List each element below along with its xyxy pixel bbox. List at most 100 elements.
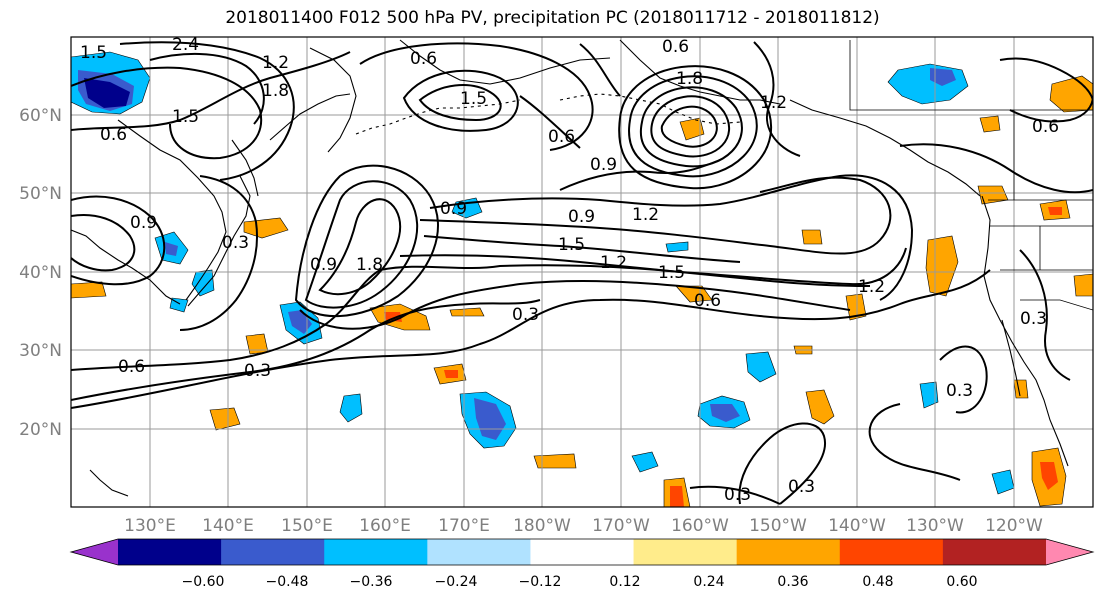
contour-label: 1.2 xyxy=(760,93,787,113)
lon-label: 160°E xyxy=(359,516,411,536)
pv-contour-0.3 xyxy=(738,422,827,505)
pv-contour-1.5 xyxy=(418,84,502,122)
precip-positive-area xyxy=(209,407,241,431)
pv-contour-2.4 xyxy=(149,52,265,125)
alaska-coast xyxy=(399,39,611,85)
pv-contour-0.3 xyxy=(179,175,258,331)
japan-coast xyxy=(187,175,251,307)
contour-label: 1.2 xyxy=(858,277,885,297)
lat-label: 30°N xyxy=(19,341,62,361)
contour-label: 0.3 xyxy=(512,305,539,325)
precip-positive-area xyxy=(679,117,705,141)
contour-label: 1.5 xyxy=(80,43,107,63)
contour-label: 0.6 xyxy=(118,357,145,377)
baja-coast xyxy=(1001,319,1021,397)
precip-negative-area xyxy=(665,241,689,253)
kamchatka-coast xyxy=(269,93,351,141)
pv-contour-1.5 xyxy=(71,66,263,160)
kamchatka-coast xyxy=(309,47,357,153)
contour-label: 1.2 xyxy=(262,53,289,73)
precip-positive-area xyxy=(801,229,823,245)
colorbar: −0.60 −0.48 −0.36 −0.24 −0.12 0.12 0.24 … xyxy=(69,538,1095,590)
precip-shading xyxy=(71,51,1093,507)
contour-label: 0.6 xyxy=(548,127,575,147)
pv-contour-0.3 xyxy=(939,345,988,414)
lon-label: 170°W xyxy=(592,516,650,536)
contour-label: 0.9 xyxy=(130,213,157,233)
figure-title: 2018011400 F012 500 hPa PV, precipitatio… xyxy=(225,8,880,28)
pv-contour-0.9 xyxy=(429,174,914,301)
sakhalin-coast xyxy=(231,139,259,197)
precip-positive-area xyxy=(675,285,713,303)
graticule xyxy=(71,37,1093,507)
colorbar-label: −0.24 xyxy=(435,574,478,590)
precip-positive-area xyxy=(1040,462,1058,490)
philippine-coast xyxy=(89,469,129,497)
alaska-coast xyxy=(619,39,781,105)
precip-negative-area xyxy=(165,242,178,256)
lon-label: 130°E xyxy=(124,516,176,536)
lat-label: 50°N xyxy=(19,184,62,204)
pv-contour-0.6 xyxy=(1009,95,1093,123)
pv-contour-1.5 xyxy=(423,235,741,263)
lon-label: 150°E xyxy=(281,516,333,536)
contour-label: 0.9 xyxy=(440,199,467,219)
pv-contour-1.2 xyxy=(639,86,743,168)
precip-positive-area xyxy=(243,217,289,239)
pv-contour-0.6 xyxy=(71,247,907,371)
contour-labels: 1.5 2.4 0.6 1.2 0.6 1.8 1.5 0.6 1.8 1.5 … xyxy=(80,35,1059,505)
latitude-labels: 60°N 50°N 40°N 30°N 20°N xyxy=(19,106,62,440)
precip-positive-area xyxy=(979,115,1001,133)
pv-contour-1.8 xyxy=(119,41,295,181)
na-coast xyxy=(981,195,1069,467)
pv-contour-0.3 xyxy=(1019,249,1071,381)
precip-positive-area xyxy=(1013,379,1029,399)
lon-label: 180°W xyxy=(513,516,571,536)
lon-label: 150°W xyxy=(749,516,807,536)
pv-contour-0.3 xyxy=(689,485,781,505)
longitude-labels: 130°E 140°E 150°E 160°E 170°E 180°W 170°… xyxy=(124,516,1043,536)
pv-contour-0.6 xyxy=(899,143,1093,194)
lon-label: 140°E xyxy=(202,516,254,536)
pv-contour-0.9 xyxy=(628,75,758,178)
contour-label: 0.6 xyxy=(1032,117,1059,137)
pv-contour-1.2 xyxy=(294,164,439,317)
precip-negative-area xyxy=(191,269,215,297)
colorbar-segment xyxy=(839,539,944,565)
colorbar-segments xyxy=(71,539,1093,565)
colorbar-label: −0.48 xyxy=(266,574,309,590)
colorbar-segment xyxy=(324,539,428,565)
contour-label: 1.5 xyxy=(658,263,685,283)
pv-contour-0.6 xyxy=(71,51,351,131)
pv-contour-1.5 xyxy=(304,180,419,309)
political-border xyxy=(1020,299,1093,311)
pv-contour-1.2 xyxy=(753,41,801,157)
contour-label: 0.9 xyxy=(568,207,595,227)
colorbar-segment xyxy=(118,539,222,565)
contour-label: 0.3 xyxy=(788,477,815,497)
na-coast xyxy=(789,99,981,197)
pv-contour-0.9 xyxy=(999,57,1093,101)
pv-contour-0.9 xyxy=(559,159,721,191)
precip-positive-area xyxy=(925,235,959,297)
contour-label: 0.6 xyxy=(694,291,721,311)
lat-label: 20°N xyxy=(19,420,62,440)
precip-negative-area xyxy=(631,451,659,473)
precip-positive-area xyxy=(245,333,269,355)
contour-label: 0.6 xyxy=(100,125,127,145)
pv-contour-1.8 xyxy=(318,198,402,296)
precip-negative-area xyxy=(919,381,939,409)
colorbar-segment xyxy=(530,539,635,565)
pv-contour-0.6 xyxy=(359,42,594,151)
contour-label: 1.5 xyxy=(460,89,487,109)
contour-label: 1.2 xyxy=(632,205,659,225)
contour-label: 1.8 xyxy=(356,255,383,275)
precip-positive-area xyxy=(805,389,835,425)
pv-contour-1.2 xyxy=(402,69,519,132)
precip-positive-area xyxy=(449,307,485,317)
pv-contour-0.9 xyxy=(419,176,892,255)
pv-contour-0.9 xyxy=(71,195,166,286)
pv-contour-0.3 xyxy=(71,299,541,401)
precip-negative-area xyxy=(745,351,777,383)
contour-label: 1.8 xyxy=(262,81,289,101)
